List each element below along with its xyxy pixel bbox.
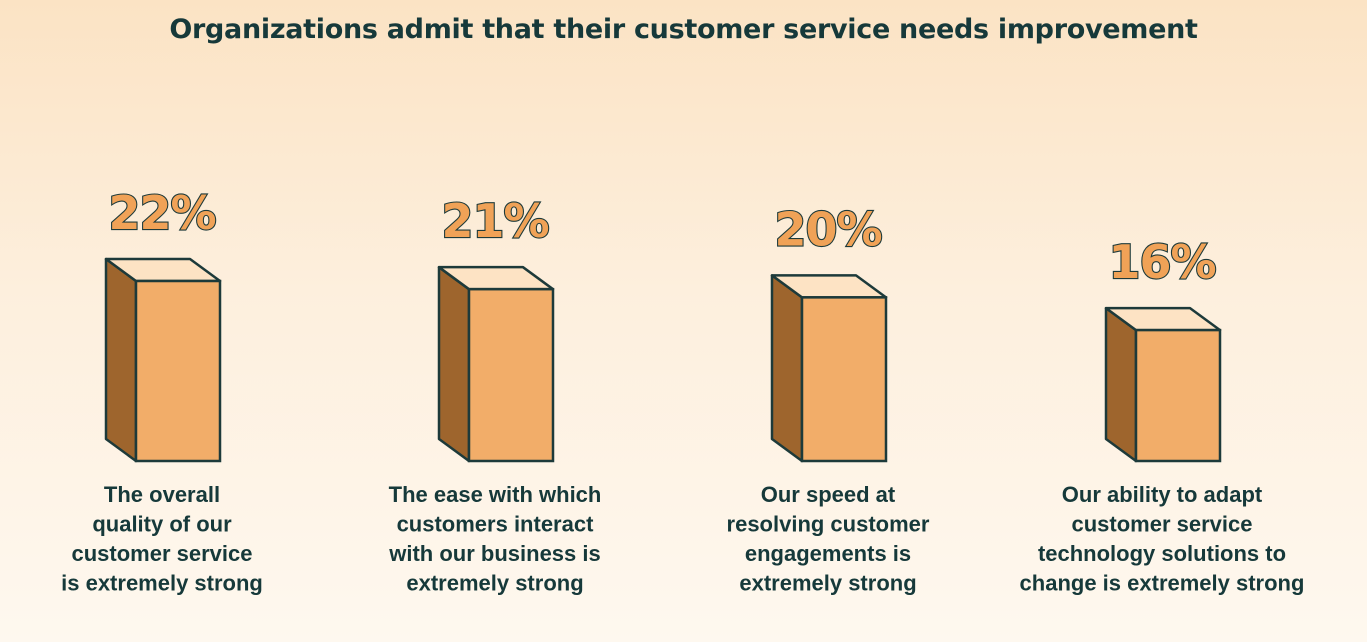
bar-side [770,274,804,463]
bar-front [1134,328,1222,463]
chart-title: Organizations admit that their customer … [169,14,1198,45]
bar-front [134,279,222,463]
bar-3 [770,274,888,463]
bar-front [800,296,888,463]
value-label: 16% [1108,235,1215,289]
bar-front [467,287,555,463]
category-label: The ease with which customers interact wit… [388,482,601,596]
value-label: 20% [774,202,881,256]
bar-side [104,257,138,463]
bar-4 [1104,306,1222,463]
category-label: Our speed at resolving customer engagement… [727,482,930,596]
value-label: 21% [441,194,548,248]
category-label: Our ability to adapt customer service tech… [1020,482,1305,596]
value-label: 22% [108,186,215,240]
category-label: The overall quality of our customer servic… [61,482,263,596]
bar-1 [104,257,222,463]
bar-side [1104,306,1138,463]
bar-side [437,265,471,463]
bar-2 [437,265,555,463]
